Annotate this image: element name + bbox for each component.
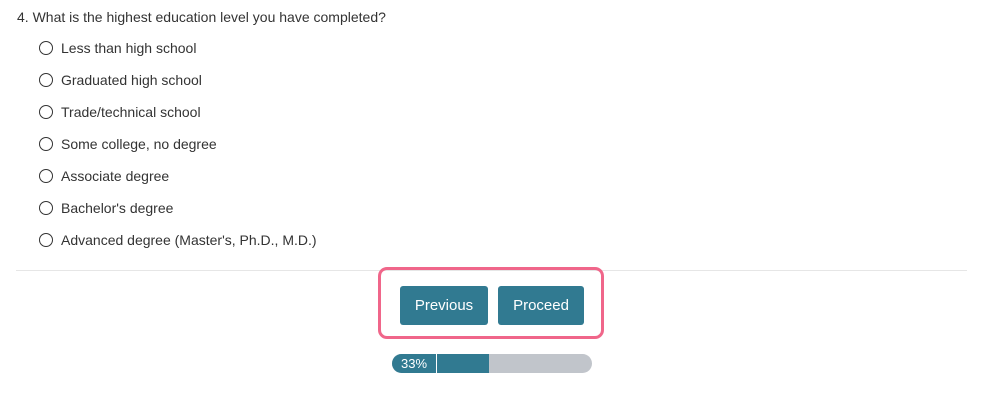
progress-label: 33%	[392, 354, 437, 373]
radio-option[interactable]: Trade/technical school	[39, 103, 201, 121]
radio-button-icon[interactable]	[39, 201, 53, 215]
radio-button-icon[interactable]	[39, 105, 53, 119]
option-label: Graduated high school	[61, 72, 202, 88]
option-label: Bachelor's degree	[61, 200, 174, 216]
radio-button-icon[interactable]	[39, 137, 53, 151]
highlight-box	[378, 267, 604, 339]
option-label: Some college, no degree	[61, 136, 217, 152]
radio-button-icon[interactable]	[39, 233, 53, 247]
radio-option[interactable]: Less than high school	[39, 39, 196, 57]
option-label: Less than high school	[61, 40, 197, 56]
question-text: 4. What is the highest education level y…	[17, 9, 386, 25]
radio-button-icon[interactable]	[39, 41, 53, 55]
radio-option[interactable]: Some college, no degree	[39, 135, 217, 153]
radio-option[interactable]: Bachelor's degree	[39, 199, 173, 217]
radio-button-icon[interactable]	[39, 73, 53, 87]
radio-option[interactable]: Associate degree	[39, 167, 169, 185]
progress-bar: 33%	[392, 354, 592, 373]
radio-option[interactable]: Advanced degree (Master's, Ph.D., M.D.)	[39, 231, 317, 249]
radio-option[interactable]: Graduated high school	[39, 71, 202, 89]
option-label: Associate degree	[61, 168, 170, 184]
option-label: Trade/technical school	[61, 104, 201, 120]
option-label: Advanced degree (Master's, Ph.D., M.D.)	[61, 232, 317, 248]
previous-button[interactable]: Previous	[400, 286, 488, 325]
proceed-button[interactable]: Proceed	[498, 286, 584, 325]
progress-fill	[392, 354, 489, 373]
radio-button-icon[interactable]	[39, 169, 53, 183]
divider	[16, 270, 967, 271]
